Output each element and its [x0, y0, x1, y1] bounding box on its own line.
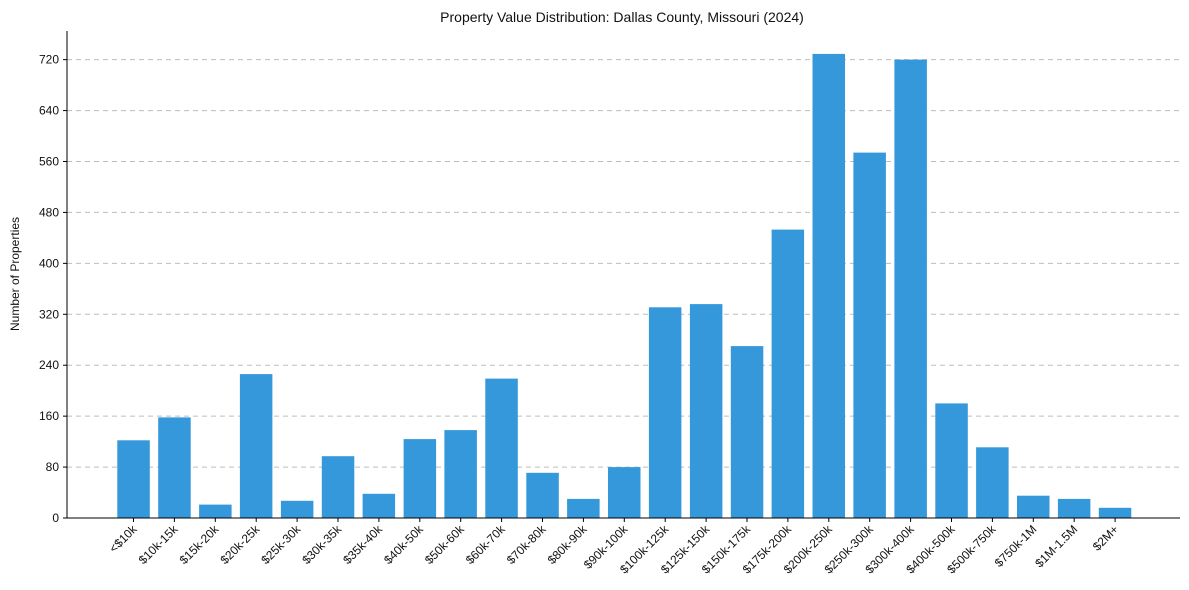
x-tick-label: $30k-35k [299, 522, 345, 568]
bar [1098, 507, 1132, 518]
x-tick-label: $35k-40k [340, 522, 386, 568]
bar [853, 152, 886, 518]
bar [526, 472, 559, 518]
bar [485, 378, 518, 518]
bar [935, 403, 968, 518]
bar [280, 500, 314, 518]
y-tick-label: 160 [39, 409, 59, 423]
bar [1057, 498, 1091, 518]
bar [1017, 495, 1050, 518]
x-tick-label: $70k-80k [504, 522, 550, 568]
bar [608, 467, 641, 518]
y-tick-label: 640 [39, 104, 59, 118]
x-tick-label: $60k-70k [463, 522, 509, 568]
bar [199, 504, 232, 518]
bar [730, 346, 764, 518]
bar [444, 430, 477, 518]
bar [976, 447, 1009, 518]
x-tick-label: $750k-1M [992, 522, 1040, 570]
y-axis: 0 80 160 240 320 400 480 560 640 720 [39, 31, 68, 525]
x-tick-label: $40k-50k [381, 522, 427, 568]
x-tick-label: $15k-20k [177, 522, 223, 568]
bar [648, 307, 682, 518]
y-tick-label: 240 [39, 358, 59, 372]
bar [321, 456, 355, 518]
bars [117, 53, 1132, 519]
bar [689, 304, 723, 518]
x-axis: <$10k$10k-15k$15k-20k$20k-25k$25k-30k$30… [67, 517, 1180, 576]
bar [362, 493, 396, 518]
y-tick-label: 400 [39, 256, 59, 270]
bar [812, 53, 845, 519]
bar [894, 59, 927, 518]
grid-lines [67, 59, 1180, 468]
y-tick-label: 560 [39, 155, 59, 169]
y-tick-label: 0 [52, 511, 59, 525]
y-tick-label: 320 [39, 307, 59, 321]
y-tick-label: 720 [39, 53, 59, 67]
bar [403, 439, 437, 518]
bar [771, 229, 805, 518]
x-tick-label: <$10k [106, 522, 140, 556]
chart-title: Property Value Distribution: Dallas Coun… [440, 9, 804, 25]
x-tick-label: $1M-1.5M [1032, 522, 1080, 570]
bar [158, 417, 191, 518]
bar [567, 498, 600, 518]
x-tick-label: $25k-30k [258, 522, 304, 568]
x-tick-label: $50k-60k [422, 522, 468, 568]
y-tick-label: 80 [46, 460, 60, 474]
x-tick-label: $20k-25k [218, 522, 264, 568]
x-tick-label: $2M+ [1090, 522, 1121, 553]
y-tick-label: 480 [39, 205, 59, 219]
bar [117, 440, 150, 518]
x-tick-label: $10k-15k [136, 522, 182, 568]
bar [239, 374, 273, 518]
y-axis-label: Number of Properties [8, 217, 22, 331]
